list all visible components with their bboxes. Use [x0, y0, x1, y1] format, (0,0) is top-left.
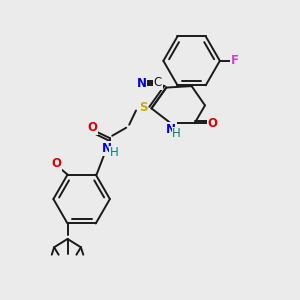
Text: H: H	[110, 146, 119, 160]
Text: O: O	[51, 158, 61, 171]
Text: O: O	[207, 117, 218, 130]
Text: F: F	[231, 54, 239, 67]
Text: N: N	[102, 142, 112, 155]
Text: C: C	[154, 76, 162, 89]
Text: S: S	[139, 101, 147, 114]
Text: H: H	[172, 128, 181, 140]
Text: methoxy: methoxy	[47, 155, 54, 157]
Text: N: N	[166, 123, 176, 136]
Text: O: O	[51, 157, 61, 170]
Text: N: N	[137, 76, 147, 90]
Text: O: O	[87, 121, 97, 134]
